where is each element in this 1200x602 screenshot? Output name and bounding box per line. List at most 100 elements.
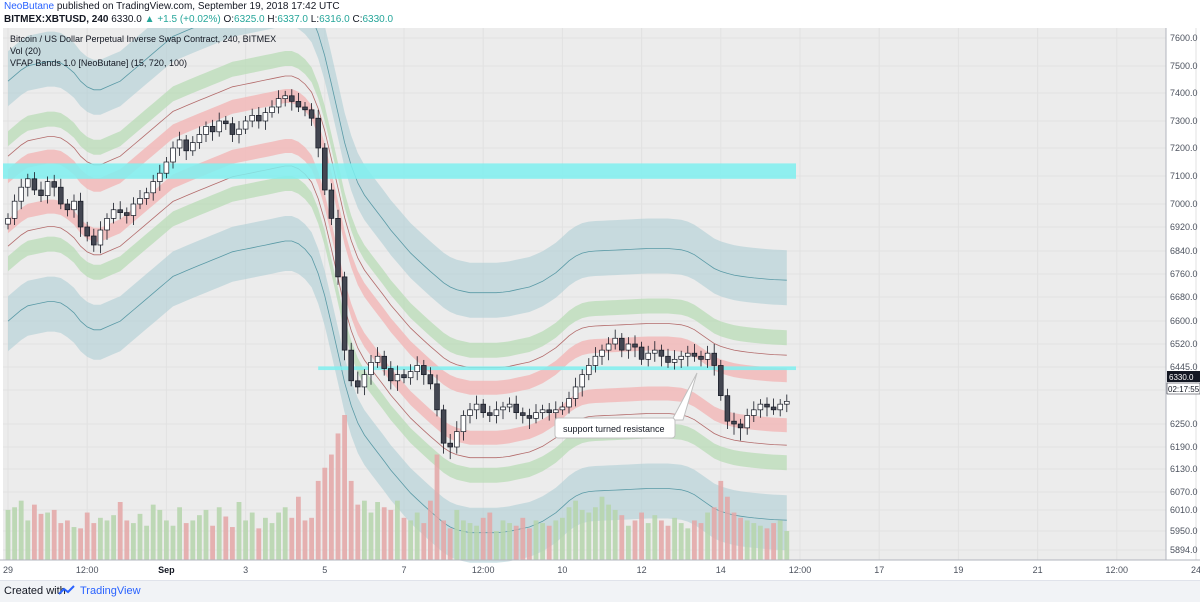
candle-body-32 (216, 120, 222, 133)
volume-bar-101 (672, 517, 677, 560)
author-link[interactable]: NeoButane (4, 1, 55, 12)
volume-bar-18 (124, 520, 130, 560)
high-value: 6337.0 (277, 14, 308, 25)
callout-box (554, 417, 676, 439)
candle-body-95 (632, 343, 638, 348)
open-value: 6325.0 (234, 14, 265, 25)
volume-bar-116 (771, 523, 776, 560)
candle-body-64 (427, 374, 434, 385)
price-tick-label: 6250.0 (1170, 419, 1198, 429)
price-chart[interactable]: 7600.0 7500.0 7400.0 7300.0 7200.0 7100.0 7000… (0, 28, 1200, 580)
volume-bar-84 (560, 517, 565, 560)
price-tick-label: 6840.0 (1170, 246, 1198, 256)
candle-body-46 (308, 109, 315, 119)
candle-body-77 (513, 403, 519, 414)
price-tick-label: 6760.0 (1170, 269, 1198, 279)
ohlc-line: BITMEX:XBTUSD, 240 6330.0 ▲ +1.5 (+0.02%… (4, 14, 393, 26)
candle-body-15 (104, 218, 110, 231)
time-axis[interactable]: 29 12:00 Sep 3 5 7 12:00 10 12 14 12:00 17 19 21 12:00… (0, 559, 1200, 575)
candle-body-80 (533, 412, 539, 419)
volume-bar-105 (698, 523, 704, 560)
resistance-zones (3, 163, 796, 371)
volume-bar-97 (645, 523, 651, 560)
volume-bar-22 (150, 504, 156, 560)
candle-body-73 (487, 412, 493, 416)
candle-body-70 (467, 409, 473, 416)
candle-body-13 (91, 235, 97, 246)
volume-bar-57 (381, 507, 387, 560)
price-tick-label: 7300.0 (1170, 116, 1198, 126)
candle-body-34 (229, 123, 236, 135)
red-band-upper (8, 89, 787, 395)
candle-body-90 (599, 349, 605, 357)
volume-bar-88 (586, 512, 592, 560)
volume-bar-23 (157, 509, 163, 560)
candle-body-4 (31, 178, 38, 191)
candle-body-6 (44, 181, 51, 196)
volume-bar-6 (45, 512, 50, 560)
time-tick-label: 12:00 (789, 565, 812, 575)
candle-body-48 (322, 147, 328, 191)
price-tick-label: 7600.0 (1170, 33, 1198, 43)
volume-bar-11 (78, 528, 83, 560)
volume-bar-64 (428, 500, 433, 560)
candle-body-76 (506, 403, 513, 408)
price-tick-label: 6445.0 (1170, 362, 1198, 372)
annotation-callout[interactable]: support turned resistance (554, 372, 698, 439)
volume-bar-8 (58, 523, 64, 560)
volume-bar-26 (177, 507, 182, 560)
volume-bar-31 (210, 525, 215, 560)
volume-bar-80 (533, 520, 539, 560)
candle-body-14 (97, 229, 104, 246)
chart-header: NeoButane published on TradingView.com, … (0, 0, 1200, 28)
price-axis[interactable]: 7600.0 7500.0 7400.0 7300.0 7200.0 7100.0 7000… (1165, 28, 1198, 560)
volume-bar-114 (758, 525, 763, 560)
price-tick-label: 7200.0 (1170, 143, 1198, 153)
candle-body-68 (454, 431, 460, 448)
candle-body-25 (170, 147, 176, 163)
volume-bar-12 (84, 512, 90, 560)
candle-body-51 (341, 276, 348, 351)
candle-body-78 (520, 412, 526, 416)
volume-bar-1 (12, 507, 17, 560)
volume-bar-17 (117, 502, 123, 560)
change-arrow-icon: ▲ (144, 14, 155, 25)
candle-body-33 (223, 120, 229, 125)
time-tick-label: 14 (716, 565, 726, 575)
candle-body-105 (698, 355, 704, 360)
candle-body-16 (110, 209, 117, 219)
candle-body-61 (407, 371, 414, 379)
volume-bar-5 (38, 513, 44, 560)
volume-bar-28 (190, 520, 196, 560)
symbol-label: BITMEX:XBTUSD, 240 (4, 14, 109, 25)
price-tag-value: 6330.0 (1169, 373, 1194, 382)
volume-bar-102 (678, 523, 684, 560)
volume-bar-19 (131, 523, 136, 560)
candle-body-74 (493, 409, 500, 416)
volume-bar-52 (348, 480, 354, 560)
volume-bars (5, 415, 790, 560)
resistance-zone-1 (318, 366, 796, 371)
candle-body-107 (711, 352, 717, 366)
candle-body-53 (355, 380, 361, 388)
candle-body-99 (658, 349, 665, 357)
time-tick-label: 12:00 (1106, 565, 1129, 575)
candle-body-57 (381, 355, 387, 369)
volume-bar-90 (599, 496, 605, 560)
candle-body-71 (473, 403, 480, 411)
volume-bar-0 (5, 509, 11, 560)
price-tick-label: 7500.0 (1170, 61, 1198, 71)
candle-body-83 (553, 409, 559, 414)
candle-body-47 (315, 117, 321, 149)
volume-bar-72 (480, 517, 486, 560)
candle-body-5 (38, 189, 44, 196)
callout-text: support turned resistance (563, 424, 665, 434)
volume-bar-107 (711, 507, 717, 560)
tradingview-brand[interactable]: TradingView (80, 585, 141, 597)
resistance-zone-0 (3, 163, 796, 179)
volume-bar-60 (401, 517, 407, 560)
volume-bar-47 (315, 480, 321, 560)
volume-bar-82 (546, 525, 552, 560)
volume-bar-86 (573, 500, 578, 560)
time-tick-label: 19 (953, 565, 963, 575)
